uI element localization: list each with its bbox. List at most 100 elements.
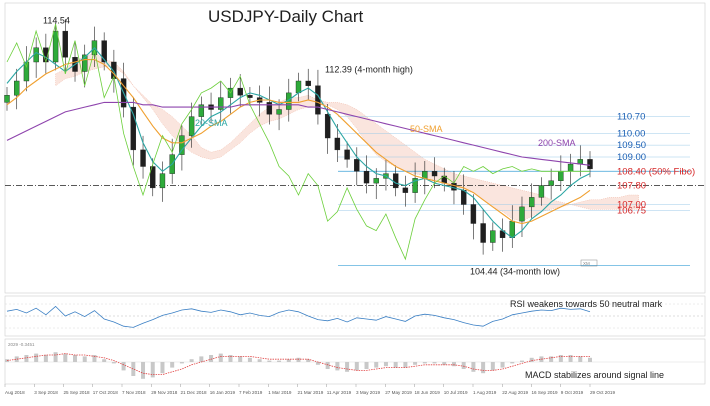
price-label-1: 110.00 <box>617 128 645 139</box>
candle-body-14 <box>140 149 146 167</box>
x-tick-label-3: 17 Oct 2018 <box>93 390 118 395</box>
macd-bar-33 <box>325 362 330 369</box>
x-tick-label-13: 27 May 2019 <box>385 390 412 395</box>
macd-bar-36 <box>354 362 359 371</box>
macd-bar-9 <box>92 355 97 362</box>
x-tick-label-17: 22 Aug 2019 <box>502 390 528 395</box>
macd-bar-23 <box>228 355 233 362</box>
candle-body-40 <box>392 173 399 189</box>
macd-bar-51 <box>500 362 505 368</box>
candle-body-37 <box>363 171 370 184</box>
macd-bar-7 <box>73 355 78 362</box>
macd-bar-45 <box>442 362 447 365</box>
x-tick-label-9: 1 Mar 2019 <box>268 390 292 395</box>
x-tick-label-4: 7 Nov 2018 <box>122 390 146 395</box>
candle-body-24 <box>237 87 243 96</box>
macd-bar-21 <box>209 355 214 362</box>
macd-bar-1 <box>14 356 19 362</box>
candle-body-22 <box>218 97 224 110</box>
x-tick-label-5: 29 Nov 2018 <box>151 390 177 395</box>
macd-bar-8 <box>82 356 87 362</box>
macd-bar-49 <box>481 362 486 374</box>
x-tick-label-11: 11 Apr 2019 <box>327 390 352 395</box>
horizontal-levels <box>5 116 705 266</box>
x-tick-label-10: 21 Mar 2019 <box>298 390 324 395</box>
candle-body-13 <box>130 106 137 151</box>
price-label-4: 108.40 (50% Fibo) <box>617 166 695 177</box>
candle-body-43 <box>422 171 428 179</box>
candle-body-34 <box>334 137 341 151</box>
macd-bar-38 <box>374 362 379 368</box>
x-tick-label-12: 3 May 2019 <box>356 390 380 395</box>
macd-bar-32 <box>315 362 320 365</box>
candle-body-50 <box>490 230 496 243</box>
macd-bar-3 <box>34 353 39 362</box>
macd-bar-47 <box>461 362 466 369</box>
candle-body-47 <box>460 190 467 205</box>
annotation-34m-low: 104.44 (34-month low) <box>470 266 560 276</box>
macd-bar-10 <box>102 359 107 362</box>
rsi-line <box>6 305 591 328</box>
candle-body-27 <box>266 102 273 115</box>
macd-bar-22 <box>218 353 223 362</box>
candle-body-48 <box>470 204 477 224</box>
macd-bar-20 <box>199 356 204 362</box>
candle-body-57 <box>558 171 564 181</box>
candle-body-44 <box>431 171 438 177</box>
x-tick-label-15: 10 Jul 2019 <box>444 390 468 395</box>
candle-body-56 <box>548 180 554 186</box>
macd-panel <box>5 352 705 379</box>
x-tick-label-7: 16 Jan 2019 <box>210 390 236 395</box>
candle-body-10 <box>101 40 107 63</box>
candle-body-28 <box>276 109 282 115</box>
macd-bar-58 <box>568 355 573 362</box>
candle-body-16 <box>159 173 166 189</box>
macd-bar-24 <box>238 356 243 362</box>
macd-bar-50 <box>490 362 495 371</box>
macd-bar-27 <box>267 360 272 362</box>
annotations: 114.54 112.39 (4-month high) 104.44 (34-mo… <box>43 15 576 276</box>
series-line-50-sma <box>6 59 591 225</box>
macd-bar-31 <box>306 359 311 362</box>
x-tick-label-1: 3 Sep 2018 <box>34 390 58 395</box>
macd-bar-60 <box>588 357 592 362</box>
candle-body-60 <box>587 159 593 170</box>
macd-bar-18 <box>179 362 184 364</box>
candle-body-36 <box>354 159 360 172</box>
macd-bar-30 <box>296 357 301 362</box>
candle-body-42 <box>412 178 418 193</box>
candle-body-25 <box>247 95 253 98</box>
annotation-20-sma: 20-SMA <box>195 118 228 128</box>
ichimoku-cloud <box>55 52 639 222</box>
candle-body-52 <box>509 220 515 238</box>
macd-bar-48 <box>471 362 476 372</box>
price-label-2: 109.50 <box>617 140 646 151</box>
rsi-label: RSI weakens towards 50 neutral mark <box>510 299 663 309</box>
macd-label: MACD stabilizes around signal line <box>525 370 664 380</box>
macd-bar-12 <box>121 362 126 371</box>
x-axis-ticks: Aug 2018 3 Sep 2018 25 Sep 2018 17 Oct 2018… <box>4 384 615 395</box>
macd-bar-46 <box>451 362 456 367</box>
macd-bar-41 <box>403 362 408 368</box>
macd-bar-29 <box>286 359 291 362</box>
x-tick-label-14: 18 Jun 2019 <box>415 390 441 395</box>
macd-bar-11 <box>111 362 116 364</box>
rsi-panel <box>5 303 705 329</box>
x-tick-label-16: 1 Aug 2019 <box>473 390 497 395</box>
candle-body-15 <box>150 166 156 189</box>
x-tick-label-6: 21 Dec 2018 <box>181 390 207 395</box>
price-label-6: 107.00 <box>617 200 646 211</box>
macd-bar-34 <box>335 362 340 371</box>
candle-body-49 <box>480 223 486 243</box>
candle-body-1 <box>14 80 20 96</box>
candle-body-53 <box>519 206 525 222</box>
macd-bar-39 <box>383 362 388 367</box>
x-tick-label-8: 7 Feb 2019 <box>239 390 263 395</box>
macd-signal-line <box>6 353 590 376</box>
candle-body-32 <box>315 85 321 115</box>
indicator-lines <box>6 23 591 261</box>
macd-bar-26 <box>257 359 262 362</box>
macd-bar-40 <box>393 362 398 368</box>
price-label-5: 107.80 <box>617 181 646 192</box>
